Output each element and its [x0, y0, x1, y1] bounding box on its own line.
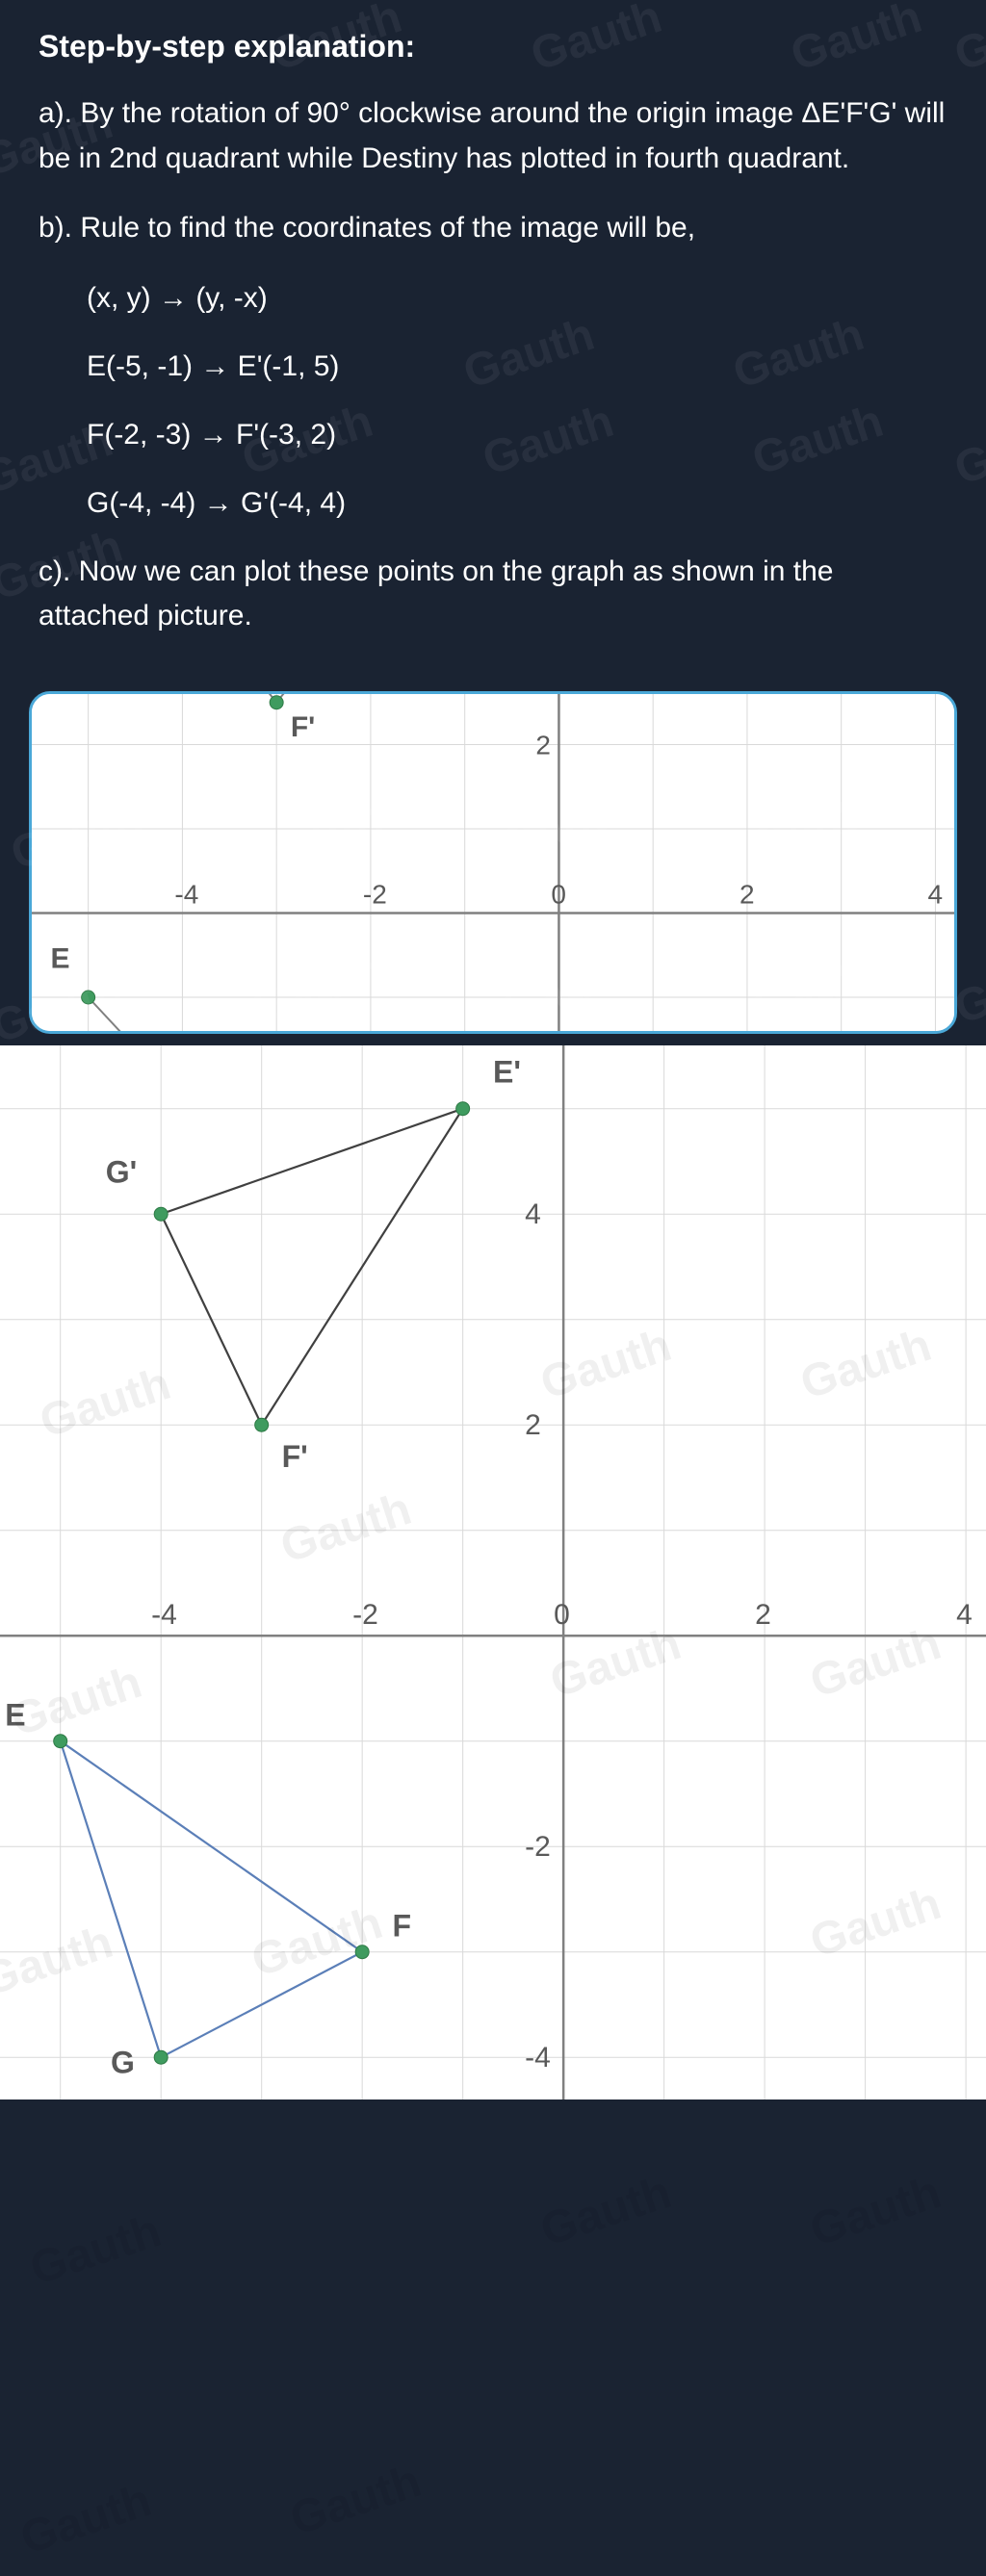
equation-g: G(-4, -4) → G'(-4, 4): [39, 481, 947, 525]
svg-text:4: 4: [525, 1198, 541, 1230]
svg-text:-2: -2: [352, 1599, 378, 1631]
svg-text:E: E: [5, 1697, 25, 1732]
watermark: Gauth: [284, 2455, 428, 2546]
svg-text:E': E': [493, 1054, 521, 1089]
svg-text:G: G: [111, 2045, 135, 2079]
svg-text:2: 2: [740, 879, 755, 909]
watermark: Gauth: [24, 2204, 168, 2296]
svg-text:E: E: [51, 942, 70, 974]
svg-text:-4: -4: [151, 1599, 177, 1631]
paragraph-b: b). Rule to find the coordinates of the …: [39, 206, 947, 251]
svg-text:-4: -4: [525, 2042, 551, 2074]
paragraph-c: c). Now we can plot these points on the …: [39, 550, 947, 639]
svg-text:2: 2: [755, 1599, 771, 1631]
svg-text:2: 2: [525, 1409, 541, 1441]
svg-text:F': F': [291, 710, 315, 742]
svg-text:0: 0: [554, 1599, 570, 1631]
svg-text:-2: -2: [363, 879, 387, 909]
equation-e: E(-5, -1) → E'(-1, 5): [39, 345, 947, 388]
svg-text:0: 0: [551, 879, 566, 909]
equation-f: F(-2, -3) → F'(-3, 2): [39, 413, 947, 456]
watermark: Gauth: [14, 2474, 158, 2565]
svg-text:4: 4: [956, 1599, 973, 1631]
svg-text:2: 2: [535, 730, 551, 760]
svg-text:F: F: [393, 1908, 412, 1943]
section-heading: Step-by-step explanation:: [39, 29, 947, 64]
equation-rule: (x, y) → (y, -x): [39, 276, 947, 320]
watermark: Gauth: [804, 2166, 947, 2257]
svg-text:-2: -2: [525, 1831, 551, 1863]
watermark: Gauth: [534, 2166, 678, 2257]
svg-text:-4: -4: [174, 879, 198, 909]
svg-text:4: 4: [927, 879, 943, 909]
chart-1: -4 -2 0 2 4 2 F' E: [29, 691, 957, 1034]
paragraph-a: a). By the rotation of 90° clockwise aro…: [39, 91, 947, 181]
chart-2: -4 -2 0 2 4 4 2 -2 -4 E' G' F' E F G: [0, 1045, 986, 2099]
svg-text:F': F': [282, 1439, 308, 1474]
svg-text:G': G': [106, 1154, 138, 1189]
